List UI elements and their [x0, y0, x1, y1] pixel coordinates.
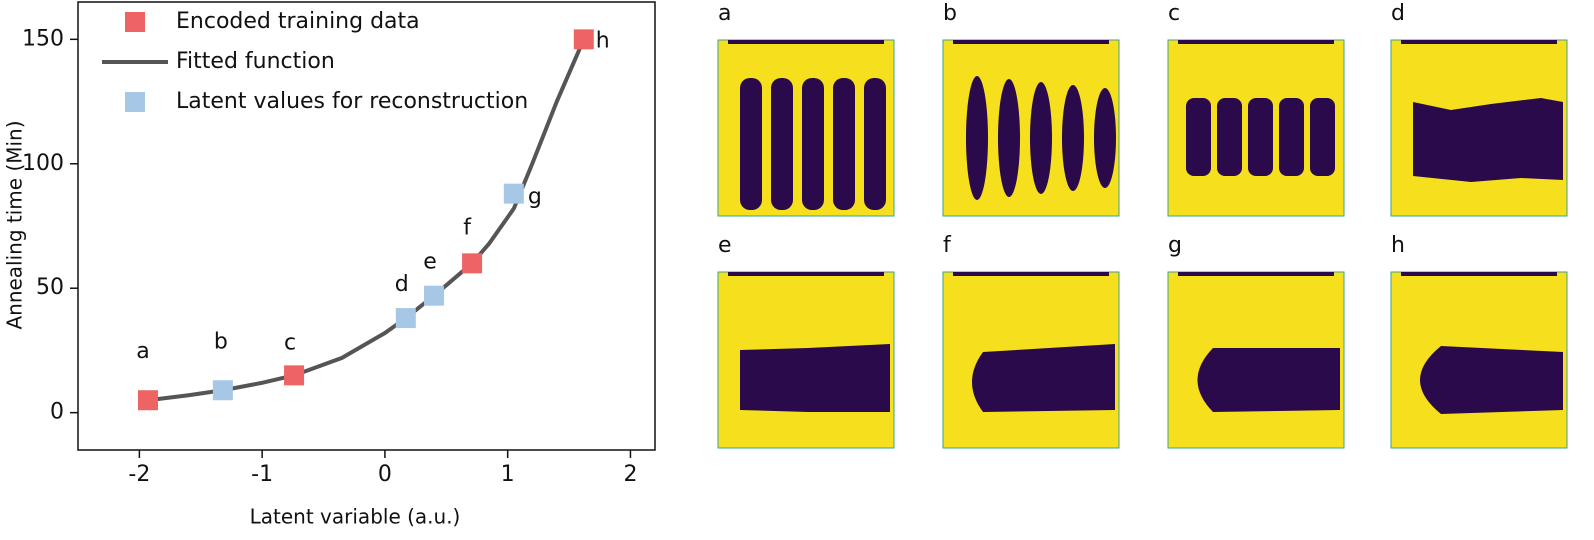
stripe: [740, 78, 762, 210]
x-tick-label: 2: [623, 462, 637, 487]
point: [284, 365, 305, 386]
y-tick-label: 50: [36, 275, 64, 300]
x-tick-label: -2: [128, 462, 150, 487]
panel-top: [953, 40, 1109, 44]
panel-image: [1167, 271, 1345, 449]
panel-label: c: [1168, 1, 1180, 26]
point-label: g: [528, 185, 542, 210]
point-label: f: [463, 215, 472, 240]
panel-top: [1178, 40, 1334, 44]
legend-label: Encoded training data: [176, 9, 420, 34]
stripe: [1279, 98, 1304, 176]
point-label: h: [596, 28, 610, 53]
stripe: [966, 76, 988, 200]
panel-image: [1167, 39, 1345, 217]
panel-label: f: [943, 233, 952, 258]
panel-label: a: [718, 1, 731, 26]
stripe: [864, 78, 886, 210]
panel-top: [728, 40, 884, 44]
x-tick-label: 0: [378, 462, 392, 487]
x-tick-label: 1: [501, 462, 515, 487]
x-tick-label: -1: [251, 462, 273, 487]
y-axis-title: Annealing time (Min): [3, 120, 27, 329]
stripe: [998, 79, 1020, 197]
point: [395, 308, 416, 329]
panel-image: [717, 39, 895, 217]
blob: [972, 344, 1115, 412]
blob: [1420, 346, 1563, 414]
y-tick-label: 0: [50, 400, 64, 425]
point: [503, 183, 524, 204]
stripe: [1094, 88, 1116, 188]
y-tick-label: 100: [22, 151, 64, 176]
stripe: [1310, 98, 1335, 176]
plot-frame: [77, 1, 656, 451]
panel-label: h: [1391, 233, 1405, 258]
legend-marker: [125, 92, 145, 112]
panel-image: [1390, 39, 1568, 217]
panel-label: d: [1391, 1, 1405, 26]
point-label: c: [284, 330, 296, 355]
stripe: [771, 78, 793, 210]
point: [212, 380, 233, 401]
legend-label: Fitted function: [176, 49, 335, 74]
panel-top: [1401, 40, 1557, 44]
point: [573, 29, 594, 50]
panel-top: [953, 272, 1109, 276]
stripe: [833, 78, 855, 210]
point: [462, 253, 483, 274]
panel-top: [728, 272, 884, 276]
panel-top: [1178, 272, 1334, 276]
legend-label: Latent values for reconstruction: [176, 89, 528, 114]
blob: [1413, 98, 1563, 182]
panel-label: g: [1168, 233, 1182, 258]
stripe: [802, 78, 824, 210]
panel-image: [717, 271, 895, 449]
panel-top: [1401, 272, 1557, 276]
point: [137, 390, 158, 411]
stripe: [1217, 98, 1242, 176]
stripe: [1062, 85, 1084, 191]
panel-image: [1390, 271, 1568, 449]
stripe: [1186, 98, 1211, 176]
legend-marker: [125, 12, 145, 32]
point-label: d: [395, 272, 409, 297]
panel-label: b: [943, 1, 957, 26]
panel-image: [942, 271, 1120, 449]
point: [424, 285, 445, 306]
point-label: b: [214, 329, 228, 354]
x-axis-title: Latent variable (a.u.): [250, 505, 461, 529]
point-label: a: [136, 339, 149, 364]
y-tick-label: 150: [22, 26, 64, 51]
stripe: [1248, 98, 1273, 176]
panel-label: e: [718, 233, 732, 258]
stripe: [1030, 82, 1052, 194]
blob: [1197, 348, 1340, 412]
panel-image: [942, 39, 1120, 217]
point-label: e: [423, 250, 437, 275]
blob: [740, 344, 890, 412]
